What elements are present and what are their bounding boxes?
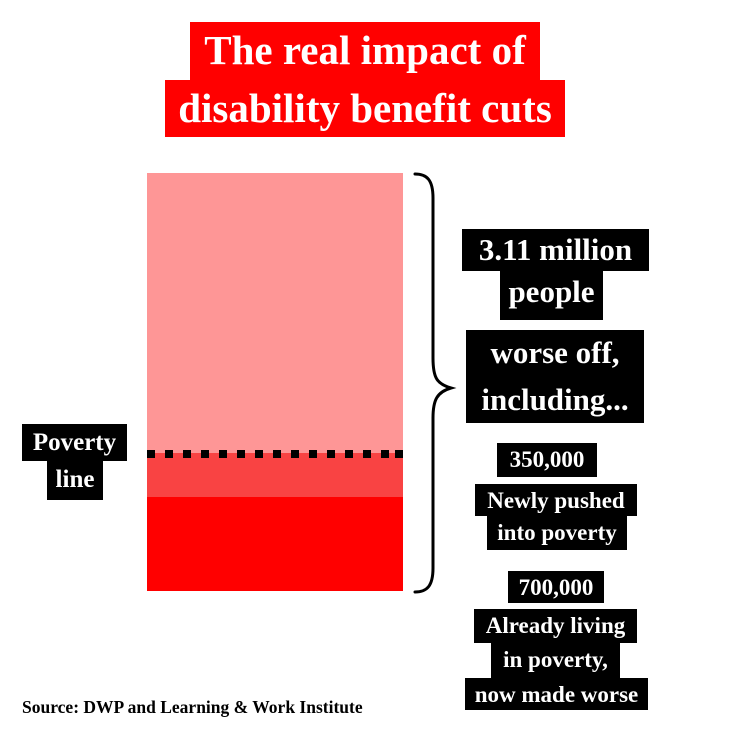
segment-newly-in-poverty — [147, 453, 403, 497]
total-callout-line-1: 3.11 million — [462, 229, 649, 271]
newly-label-line-1: Newly pushed — [475, 484, 637, 516]
title-line-1: The real impact of — [190, 22, 540, 80]
total-callout-line-4: including... — [466, 377, 644, 423]
title-line-2: disability benefit cuts — [165, 80, 565, 137]
newly-value: 350,000 — [497, 443, 597, 477]
curly-brace-icon — [413, 172, 457, 594]
already-label-line-3: now made worse — [465, 678, 648, 710]
newly-label-line-2: into poverty — [487, 516, 627, 550]
poverty-line-label: Poverty — [22, 424, 127, 461]
already-label-line-1: Already living — [474, 609, 637, 643]
total-callout-line-2: people — [500, 271, 603, 320]
poverty-line-label-2: line — [47, 461, 103, 500]
total-callout-line-3: worse off, — [466, 330, 644, 377]
already-value: 700,000 — [508, 571, 604, 603]
segment-already-in-poverty — [147, 497, 403, 591]
source-note: Source: DWP and Learning & Work Institut… — [22, 697, 363, 717]
already-label-line-2: in poverty, — [491, 643, 620, 678]
segment-worse-off-above-line — [147, 173, 403, 453]
